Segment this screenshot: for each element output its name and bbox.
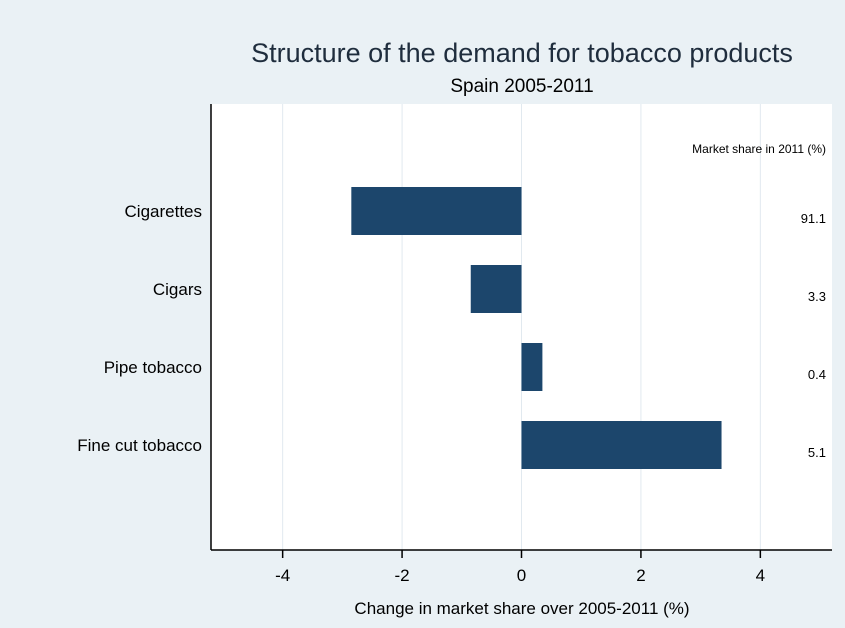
grid-lines: [282, 104, 761, 550]
market-share-value: 91.1: [801, 211, 826, 226]
bar: [470, 265, 522, 313]
chart-subtitle: Spain 2005-2011: [450, 76, 593, 97]
category-label: Cigars: [153, 280, 202, 299]
x-tick-label: 2: [636, 566, 645, 585]
market-share-header: Market share in 2011 (%): [692, 142, 826, 156]
market-share-annotations: 91.1 3.3 0.4 5.1: [801, 211, 826, 460]
category-label: Pipe tobacco: [104, 358, 202, 377]
x-tick-label: -4: [275, 566, 290, 585]
market-share-value: 5.1: [808, 445, 826, 460]
bar: [521, 421, 722, 469]
category-label: Fine cut tobacco: [77, 436, 202, 455]
x-tick-label: -2: [395, 566, 410, 585]
x-axis-title: Change in market share over 2005-2011 (%…: [354, 599, 689, 618]
bar: [351, 187, 522, 235]
x-tick-label: 4: [756, 566, 765, 585]
bars: [351, 187, 722, 469]
chart-title: Structure of the demand for tobacco prod…: [251, 38, 793, 68]
bar: [521, 343, 543, 391]
x-tick-label: 0: [517, 566, 526, 585]
market-share-value: 3.3: [808, 289, 826, 304]
category-labels: Cigarettes Cigars Pipe tobacco Fine cut tob…: [77, 202, 202, 455]
market-share-value: 0.4: [808, 367, 826, 382]
category-label: Cigarettes: [125, 202, 202, 221]
x-axis-ticks: -4 -2 0 2 4: [275, 550, 765, 585]
